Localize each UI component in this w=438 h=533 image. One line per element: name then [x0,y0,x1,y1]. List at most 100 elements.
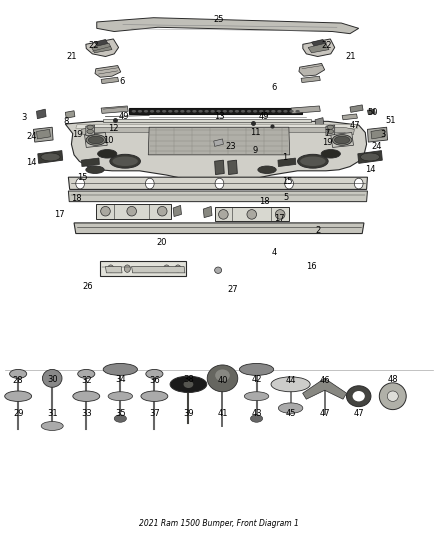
Text: 47: 47 [350,121,360,130]
Polygon shape [96,204,171,219]
Text: 30: 30 [47,375,57,384]
Text: 8: 8 [63,117,68,126]
Polygon shape [106,266,122,273]
Text: 51: 51 [385,116,396,125]
Polygon shape [367,127,388,142]
Text: 19: 19 [321,138,332,147]
Polygon shape [308,43,329,53]
Ellipse shape [138,110,142,112]
Polygon shape [103,119,311,122]
Ellipse shape [127,206,137,216]
Polygon shape [97,18,359,34]
Ellipse shape [184,381,193,388]
Text: 25: 25 [214,15,224,24]
Polygon shape [215,207,289,221]
Ellipse shape [5,391,32,401]
Ellipse shape [271,377,310,392]
Circle shape [145,178,154,189]
Ellipse shape [332,135,352,146]
Ellipse shape [150,110,154,112]
Ellipse shape [156,110,160,112]
Polygon shape [350,105,363,112]
Text: 18: 18 [71,195,82,204]
Text: 3: 3 [381,130,386,139]
Text: 44: 44 [285,376,296,385]
Text: 32: 32 [81,376,92,385]
Ellipse shape [211,110,215,112]
Text: 14: 14 [26,158,36,167]
Ellipse shape [186,110,191,112]
Polygon shape [299,63,325,76]
Circle shape [163,265,170,272]
Ellipse shape [353,391,365,401]
Text: 14: 14 [365,165,376,174]
Text: 17: 17 [54,211,65,220]
Ellipse shape [162,110,166,112]
Ellipse shape [101,206,110,216]
Text: 34: 34 [115,375,126,384]
Polygon shape [68,191,367,201]
Polygon shape [100,261,186,276]
Ellipse shape [283,110,288,112]
Polygon shape [331,133,353,148]
Text: 12: 12 [108,124,119,133]
Ellipse shape [205,110,209,112]
Ellipse shape [219,209,228,219]
Text: 15: 15 [283,177,293,186]
Polygon shape [278,158,296,166]
Polygon shape [228,160,237,174]
Polygon shape [315,118,324,126]
Ellipse shape [295,110,300,112]
Text: 22: 22 [321,41,332,50]
Polygon shape [326,125,335,136]
Text: 10: 10 [103,136,113,145]
Text: 26: 26 [83,282,93,291]
Ellipse shape [110,155,141,168]
Text: 47: 47 [319,409,330,418]
Polygon shape [173,205,181,216]
Polygon shape [65,122,367,179]
Ellipse shape [41,153,60,161]
Text: 41: 41 [217,409,228,418]
Text: 2: 2 [315,227,320,236]
Text: 20: 20 [156,238,166,247]
Ellipse shape [265,110,269,112]
Text: 37: 37 [149,409,160,418]
Text: 21: 21 [346,52,356,61]
Polygon shape [68,177,367,189]
Ellipse shape [141,391,168,401]
Text: 46: 46 [319,376,330,385]
Text: 15: 15 [78,173,88,182]
Text: 21: 21 [67,52,77,61]
Text: 36: 36 [149,376,160,385]
Polygon shape [148,127,290,155]
Ellipse shape [41,422,63,431]
Circle shape [215,178,224,189]
Polygon shape [215,160,224,174]
Text: 23: 23 [226,142,237,151]
Ellipse shape [247,110,251,112]
Text: 40: 40 [217,376,228,385]
Ellipse shape [271,110,276,112]
Ellipse shape [327,125,334,130]
Circle shape [76,178,85,189]
Text: 4: 4 [272,248,277,257]
Ellipse shape [42,369,62,387]
Polygon shape [38,151,63,164]
Ellipse shape [113,157,138,166]
Ellipse shape [247,209,257,219]
Ellipse shape [215,369,230,381]
Polygon shape [33,127,53,142]
Polygon shape [95,66,121,77]
Ellipse shape [277,110,282,112]
Ellipse shape [103,364,138,375]
Ellipse shape [251,415,263,422]
Circle shape [175,265,181,272]
Text: 29: 29 [13,409,23,418]
Ellipse shape [88,136,103,144]
Ellipse shape [244,392,269,401]
Ellipse shape [327,130,334,134]
Text: 50: 50 [367,108,378,117]
Text: 28: 28 [13,376,24,385]
Polygon shape [86,39,119,56]
